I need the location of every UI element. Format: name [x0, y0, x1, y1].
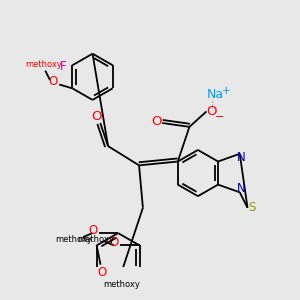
- Text: F: F: [60, 60, 66, 73]
- Text: O: O: [98, 266, 107, 279]
- Text: S: S: [248, 201, 256, 214]
- Text: Na: Na: [207, 88, 224, 101]
- Text: methoxy: methoxy: [77, 235, 114, 244]
- Text: −: −: [215, 112, 224, 122]
- Text: O: O: [91, 110, 102, 123]
- Text: O: O: [110, 236, 118, 249]
- Text: O: O: [151, 115, 161, 128]
- Text: O: O: [207, 105, 217, 118]
- Text: methoxy: methoxy: [25, 60, 62, 69]
- Text: N: N: [237, 182, 246, 195]
- Text: methoxy: methoxy: [56, 235, 92, 244]
- Text: N: N: [237, 151, 246, 164]
- Text: +: +: [222, 86, 231, 96]
- Text: O: O: [48, 75, 58, 88]
- Text: O: O: [88, 224, 97, 236]
- Text: methoxy: methoxy: [103, 280, 140, 289]
